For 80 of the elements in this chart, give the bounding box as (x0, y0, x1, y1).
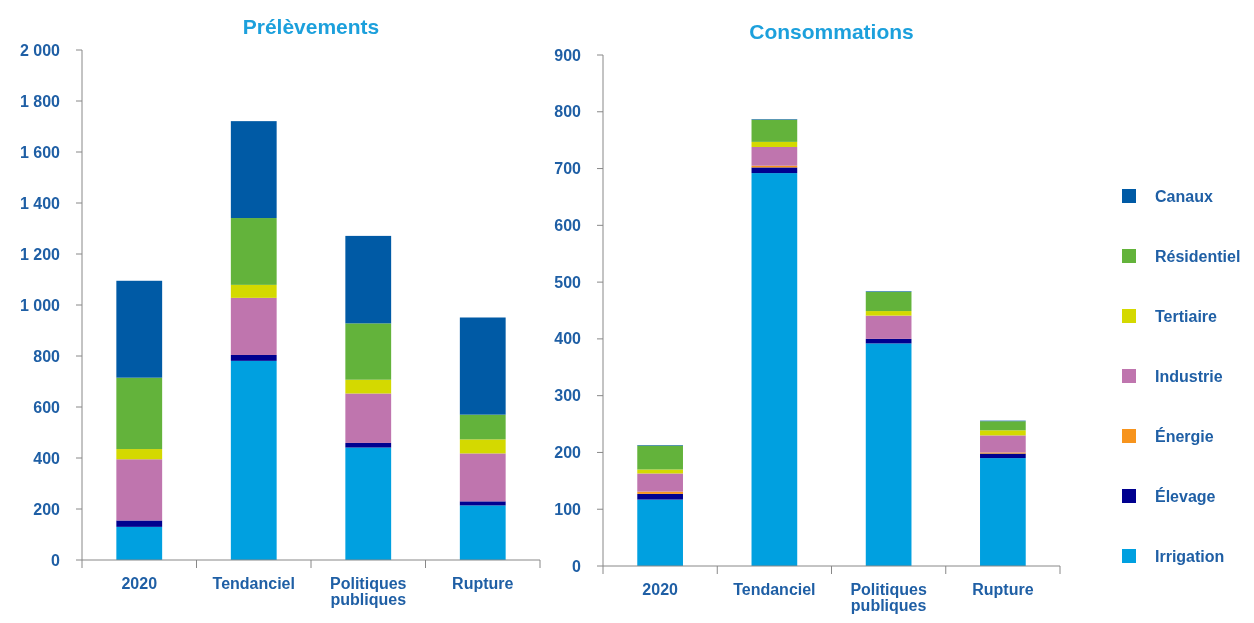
chart-title: Prélèvements (242, 15, 380, 38)
bar (980, 458, 1026, 566)
bar (865, 291, 912, 312)
y-tick-label: 200 (33, 500, 61, 518)
bar (865, 315, 912, 339)
x-tick-label: Rupture (452, 575, 514, 592)
bar (637, 493, 683, 500)
y-tick-label: 600 (33, 398, 61, 416)
y-tick-label: 700 (554, 160, 582, 178)
bar (230, 360, 277, 560)
bar (230, 297, 277, 355)
bar (751, 119, 798, 142)
y-tick-label: 1 800 (19, 92, 61, 110)
x-tick-label: 2020 (642, 581, 679, 598)
legend-label: Énergie (1155, 426, 1214, 445)
bar (751, 173, 798, 566)
y-tick-label: 0 (51, 551, 61, 569)
y-tick-label: 100 (554, 500, 582, 518)
bar (230, 354, 277, 361)
y-tick-label: 200 (554, 444, 582, 462)
bar (459, 505, 506, 560)
y-tick-label: 0 (572, 557, 582, 575)
bar (865, 343, 912, 566)
y-tick-label: 1 000 (19, 296, 61, 314)
y-tick-label: 600 (554, 216, 582, 234)
y-tick-label: 500 (554, 273, 582, 291)
bar (345, 447, 392, 560)
bar (865, 311, 912, 316)
bar (345, 442, 392, 448)
legend-label: Canaux (1155, 187, 1213, 205)
x-tick-label: 2020 (121, 575, 158, 592)
x-tick-label: Tendanciel (733, 581, 816, 598)
bar (459, 501, 506, 506)
bar (751, 146, 798, 166)
x-tick-label: Politiques publiques (850, 581, 927, 614)
bar (637, 473, 683, 492)
bar (345, 379, 392, 394)
bar (637, 445, 683, 470)
bar (230, 121, 277, 219)
y-tick-label: 900 (554, 46, 582, 64)
y-tick-label: 1 600 (19, 143, 61, 161)
y-tick-label: 300 (554, 387, 582, 405)
bar (116, 459, 163, 521)
y-tick-label: 2 000 (19, 41, 61, 59)
y-tick-label: 1 400 (19, 194, 61, 212)
legend-label: Résidentiel (1155, 247, 1241, 265)
bar (751, 167, 798, 174)
y-tick-label: 400 (33, 449, 61, 467)
bar (116, 526, 163, 560)
x-tick-label: Rupture (972, 581, 1034, 598)
bar (116, 449, 163, 460)
bar (980, 421, 1026, 431)
legend-label: Industrie (1155, 367, 1223, 385)
y-tick-label: 1 200 (19, 245, 61, 263)
legend-label: Tertiaire (1155, 307, 1218, 325)
bar (230, 218, 277, 285)
bar (459, 414, 506, 440)
chart-title: Consommations (749, 20, 914, 43)
bar (459, 317, 506, 415)
y-tick-label: 800 (554, 103, 582, 121)
bar (459, 453, 506, 502)
bar (751, 141, 798, 147)
bar (116, 520, 163, 527)
y-tick-label: 800 (33, 347, 61, 365)
bar (116, 280, 163, 378)
bar (230, 284, 277, 298)
legend-label: Élevage (1155, 486, 1216, 505)
y-tick-label: 400 (554, 330, 582, 348)
x-tick-label: Tendanciel (212, 575, 295, 592)
bar (637, 499, 683, 566)
bar (637, 469, 683, 474)
bar (345, 393, 392, 443)
bar (980, 435, 1026, 453)
legend-label: Irrigation (1155, 547, 1225, 565)
bar (980, 430, 1026, 436)
bar (345, 323, 392, 380)
bar (116, 377, 163, 450)
x-tick-label: Politiques publiques (330, 575, 407, 608)
bar (459, 439, 506, 454)
bar (345, 235, 392, 324)
